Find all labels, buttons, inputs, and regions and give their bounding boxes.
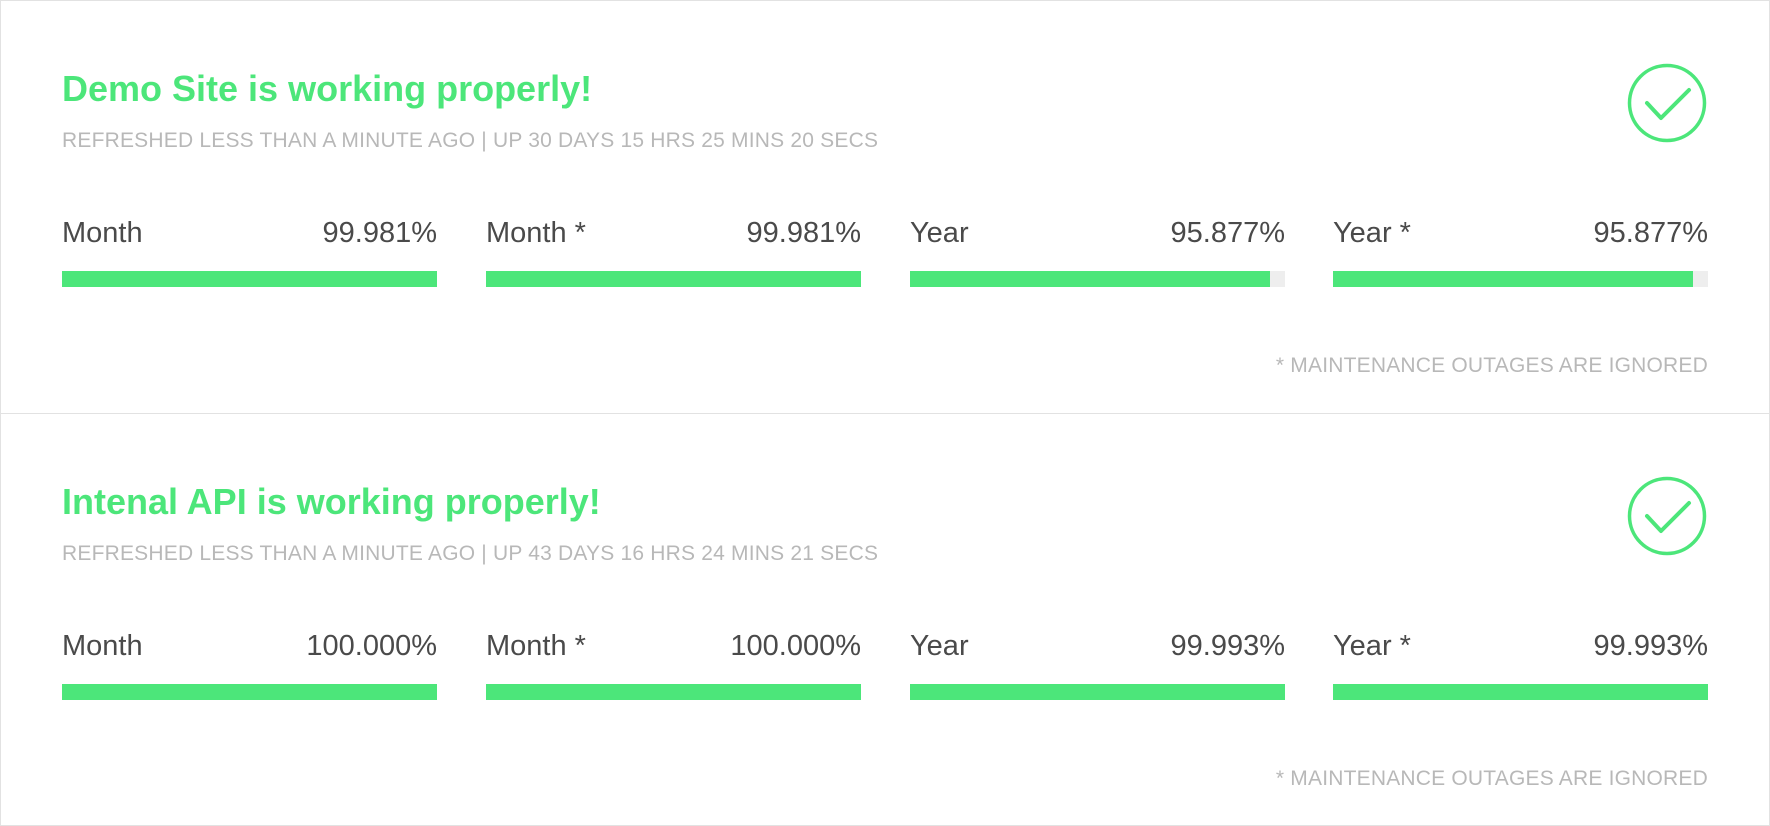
metric-value: 95.877% [1593,217,1709,249]
monitor-title: Intenal API is working properly! [62,481,601,522]
maintenance-footnote: * MAINTENANCE OUTAGES ARE IGNORED [1275,354,1708,377]
uptime-bar-fill [62,684,437,700]
uptime-bar [1333,271,1708,287]
uptime-metrics: Month 99.981% Month * 99.981% Year 95.87… [62,211,1708,291]
metric-value: 99.981% [322,217,438,249]
check-circle-icon [1627,476,1707,556]
metric-value: 99.981% [746,217,862,249]
uptime-bar-fill [486,684,861,700]
metric-label: Month * [486,217,586,249]
uptime-bar-fill [910,271,1270,287]
metric-value: 99.993% [1170,630,1286,662]
monitor-subtitle: REFRESHED LESS THAN A MINUTE AGO | UP 30… [62,129,879,152]
uptime-bar [62,271,437,287]
metric-year-excl-maintenance: Year * 99.993% [1333,624,1708,704]
metric-year: Year 99.993% [910,624,1285,704]
metric-value: 95.877% [1170,217,1286,249]
uptime-bar-fill [1333,684,1708,700]
uptime-bar [62,684,437,700]
check-circle-icon [1627,63,1707,143]
uptime-bar-fill [486,271,861,287]
metric-label: Year [910,217,969,249]
uptime-bar [1333,684,1708,700]
metric-label: Year * [1333,630,1411,662]
uptime-bar [486,684,861,700]
metric-month: Month 99.981% [62,211,437,291]
metric-month-excl-maintenance: Month * 99.981% [486,211,861,291]
uptime-bar [486,271,861,287]
metric-label: Month [62,217,143,249]
maintenance-footnote: * MAINTENANCE OUTAGES ARE IGNORED [1275,767,1708,790]
metric-value: 100.000% [306,630,437,662]
metric-label: Year * [1333,217,1411,249]
uptime-bar-fill [62,271,437,287]
monitor-subtitle: REFRESHED LESS THAN A MINUTE AGO | UP 43… [62,542,879,565]
uptime-bar-fill [1333,271,1693,287]
metric-value: 100.000% [730,630,861,662]
metric-year-excl-maintenance: Year * 95.877% [1333,211,1708,291]
metric-month: Month 100.000% [62,624,437,704]
metric-label: Month * [486,630,586,662]
monitor-title: Demo Site is working properly! [62,68,593,109]
metric-label: Month [62,630,143,662]
metric-label: Year [910,630,969,662]
monitor-panel-internal-api: Intenal API is working properly! REFRESH… [1,413,1769,825]
uptime-bar [910,684,1285,700]
uptime-metrics: Month 100.000% Month * 100.000% Year 99.… [62,624,1708,704]
metric-month-excl-maintenance: Month * 100.000% [486,624,861,704]
metric-value: 99.993% [1593,630,1709,662]
monitor-panel-demo-site: Demo Site is working properly! REFRESHED… [1,1,1769,413]
metric-year: Year 95.877% [910,211,1285,291]
uptime-bar [910,271,1285,287]
uptime-bar-fill [910,684,1285,700]
